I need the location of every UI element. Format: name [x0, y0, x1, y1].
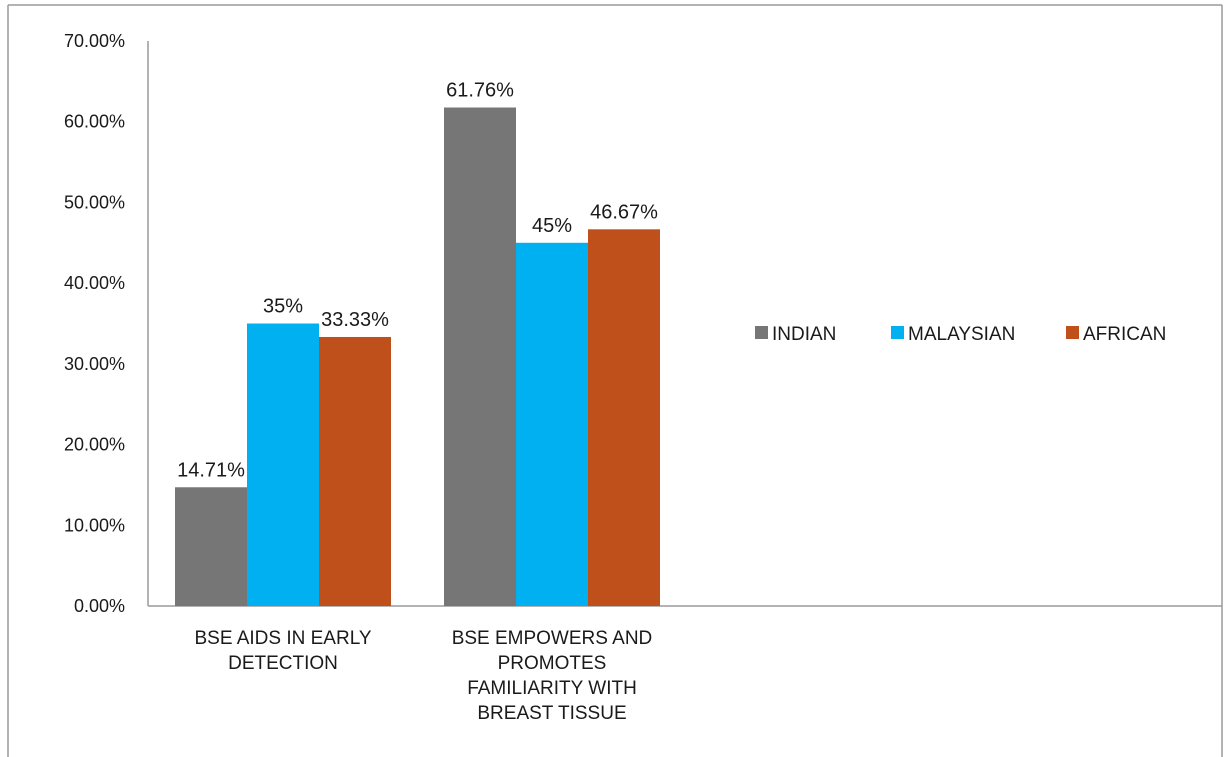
data-label: 45%: [532, 215, 572, 237]
bar: [247, 323, 319, 606]
bars-group: [175, 107, 660, 607]
x-category-label-line: BREAST TISSUE: [477, 703, 626, 724]
x-category-label: BSE EMPOWERS AND PROMOTES FAMILIARITY WITH…: [452, 628, 653, 724]
x-category-label-line: BSE EMPOWERS AND: [452, 628, 653, 649]
data-label: 14.71%: [177, 459, 245, 481]
x-category-label: BSE AIDS IN EARLY DETECTION: [194, 628, 371, 674]
y-tick-label: 10.00%: [64, 515, 125, 535]
data-label: 33.33%: [321, 309, 389, 331]
y-tick-label: 40.00%: [64, 273, 125, 293]
data-label: 35%: [263, 296, 303, 318]
y-tick-label: 20.00%: [64, 435, 125, 455]
y-tick-label: 70.00%: [64, 31, 125, 51]
x-category-label-line: DETECTION: [228, 653, 338, 674]
x-category-label-line: FAMILIARITY WITH: [467, 678, 637, 699]
y-tick-label: 30.00%: [64, 354, 125, 374]
legend-label: AFRICAN: [1083, 324, 1166, 345]
data-labels-group: 14.71% 61.76% 35% 45% 33.33% 46.67%: [177, 80, 658, 482]
bar: [588, 229, 660, 606]
y-tick-label: 60.00%: [64, 112, 125, 132]
legend-swatch: [1066, 326, 1079, 339]
legend-label: MALAYSIAN: [908, 324, 1015, 345]
bar: [319, 336, 391, 606]
legend: INDIAN MALAYSIAN AFRICAN: [755, 324, 1166, 345]
legend-label: INDIAN: [772, 324, 836, 345]
legend-swatch: [891, 326, 904, 339]
y-tick-label: 50.00%: [64, 192, 125, 212]
data-label: 61.76%: [446, 80, 514, 102]
data-label: 46.67%: [590, 201, 658, 223]
bar: [444, 107, 516, 606]
bar: [516, 242, 588, 607]
x-category-label-line: BSE AIDS IN EARLY: [194, 628, 371, 649]
legend-swatch: [755, 326, 768, 339]
axes-group: 0.00% 10.00% 20.00% 30.00% 40.00% 50.00% 60.00…: [64, 31, 1222, 724]
bar: [175, 487, 247, 606]
x-category-label-line: PROMOTES: [498, 653, 607, 674]
y-tick-label: 0.00%: [74, 596, 125, 616]
